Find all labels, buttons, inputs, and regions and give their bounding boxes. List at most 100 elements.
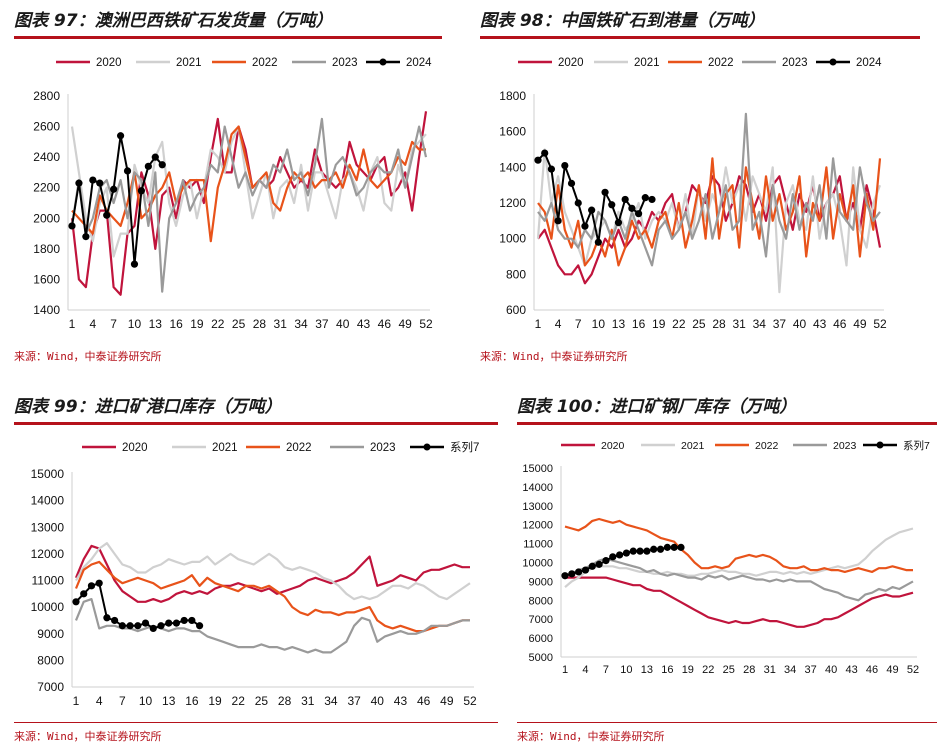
data-point [581, 222, 589, 230]
legend-marker [876, 441, 884, 449]
legend-label: 2020 [558, 57, 584, 69]
chart-source: 来源：Wind，中泰证券研究所 [14, 350, 162, 363]
x-tick-label: 1 [535, 317, 542, 331]
data-point [116, 132, 125, 140]
legend-label: 2023 [833, 440, 857, 452]
y-tick-label: 11000 [32, 574, 65, 588]
y-tick-label: 2600 [33, 120, 60, 134]
x-tick-label: 46 [417, 694, 431, 708]
x-tick-label: 13 [162, 694, 176, 708]
x-tick-label: 49 [440, 694, 454, 708]
data-point [196, 622, 204, 630]
y-tick-label: 1600 [33, 272, 60, 286]
data-point [103, 614, 111, 622]
source-divider [14, 722, 498, 723]
x-tick-label: 10 [128, 317, 142, 331]
y-tick-label: 1200 [499, 196, 526, 210]
legend-label: 2021 [212, 442, 238, 454]
x-tick-label: 37 [347, 694, 361, 708]
data-point [180, 616, 188, 625]
x-tick-label: 16 [632, 317, 646, 331]
x-tick-label: 19 [652, 317, 666, 331]
y-tick-label: 5000 [529, 652, 553, 664]
data-point [581, 566, 590, 574]
x-tick-label: 19 [682, 664, 694, 676]
data-point [588, 206, 596, 214]
x-tick-label: 28 [743, 664, 755, 676]
data-point [595, 560, 603, 568]
x-tick-label: 25 [255, 694, 269, 708]
data-point [157, 622, 165, 630]
x-tick-label: 4 [555, 317, 562, 331]
x-tick-label: 28 [253, 317, 267, 331]
series-line-2023 [70, 117, 428, 293]
legend-label: 2020 [122, 442, 148, 454]
x-tick-label: 1 [73, 694, 80, 708]
y-tick-label: 2400 [33, 150, 60, 164]
series-line-2020 [74, 544, 470, 603]
legend-label: 2020 [96, 57, 122, 69]
x-tick-label: 43 [845, 664, 857, 676]
data-point [118, 622, 126, 630]
legend-label: 2021 [176, 57, 202, 69]
y-tick-label: 6000 [529, 633, 553, 645]
x-tick-label: 19 [190, 317, 204, 331]
y-tick-label: 1600 [499, 125, 526, 139]
data-point [588, 562, 596, 570]
data-point [609, 553, 617, 561]
x-tick-label: 40 [336, 317, 350, 331]
y-tick-label: 9000 [529, 576, 553, 588]
x-tick-label: 34 [294, 317, 308, 331]
x-tick-label: 37 [773, 317, 787, 331]
x-tick-label: 34 [784, 664, 796, 676]
x-tick-label: 52 [907, 664, 919, 676]
data-point [670, 543, 678, 551]
y-tick-label: 1800 [33, 242, 60, 256]
y-tick-label: 7000 [37, 680, 64, 694]
y-tick-label: 14000 [522, 482, 553, 494]
y-tick-label: 14000 [31, 494, 65, 508]
x-tick-label: 4 [89, 317, 96, 331]
data-point [158, 161, 166, 169]
x-tick-label: 16 [185, 694, 199, 708]
data-point [629, 547, 637, 555]
x-tick-label: 7 [603, 664, 609, 676]
x-tick-label: 49 [398, 317, 412, 331]
y-tick-label: 1400 [33, 303, 60, 317]
x-tick-label: 43 [394, 694, 408, 708]
legend-marker [379, 58, 387, 66]
x-tick-label: 52 [873, 317, 887, 331]
data-point [650, 545, 658, 553]
data-point [601, 188, 609, 196]
data-point [663, 543, 671, 551]
data-point [149, 624, 157, 633]
x-tick-label: 31 [764, 664, 776, 676]
chart-title: 图表 97：澳洲巴西铁矿石发货量（万吨） [14, 6, 442, 39]
legend-label: 2021 [681, 440, 705, 452]
series-line-2021 [70, 125, 427, 258]
y-tick-label: 2800 [33, 89, 60, 103]
series-line-2024 [71, 134, 163, 266]
y-tick-label: 8000 [37, 653, 64, 667]
data-point [137, 187, 146, 195]
panel-chart-100: 图表 100：进口矿钢厂库存（万吨） 5000 6000 7000 8000 9000 1… [517, 392, 937, 744]
x-tick-label: 13 [149, 317, 163, 331]
data-point [567, 179, 576, 187]
data-point [648, 195, 656, 204]
x-tick-label: 4 [96, 694, 103, 708]
chart-title: 图表 98：中国铁矿石到港量（万吨） [480, 6, 920, 39]
chart-98-svg: 600 800 1000 1200 1400 1600 1800 1 4 7 10 13 16 19 22 2… [499, 57, 887, 331]
legend-marker [423, 443, 431, 451]
x-tick-label: 19 [208, 694, 222, 708]
y-tick-label: 1000 [499, 232, 526, 246]
data-point [677, 543, 685, 551]
x-tick-label: 46 [378, 317, 392, 331]
chart-title: 图表 99：进口矿港口库存（万吨） [14, 392, 498, 425]
data-point [615, 551, 624, 559]
x-tick-label: 37 [315, 317, 329, 331]
x-tick-label: 46 [866, 664, 878, 676]
data-point [594, 238, 602, 246]
x-tick-label: 10 [592, 317, 606, 331]
data-point [636, 547, 644, 555]
x-tick-label: 7 [575, 317, 582, 331]
